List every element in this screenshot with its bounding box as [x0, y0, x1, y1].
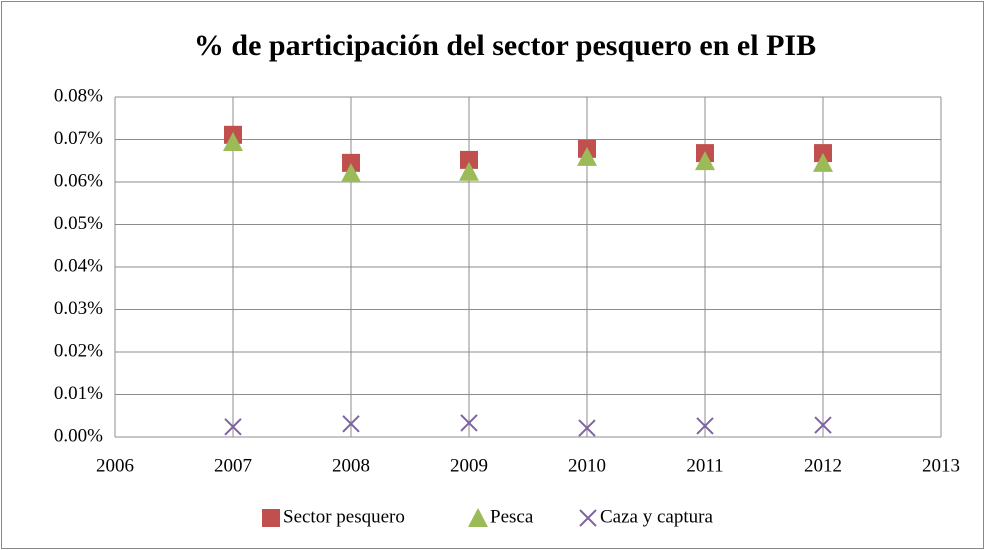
legend-marker: [262, 509, 280, 527]
data-point: [813, 152, 833, 172]
y-tick-label: 0.02%: [54, 340, 103, 361]
x-tick-label: 2007: [214, 455, 252, 476]
y-tick-label: 0.00%: [54, 425, 103, 446]
y-tick-label: 0.03%: [54, 298, 103, 319]
data-point: [460, 150, 478, 169]
x-tick-label: 2010: [568, 455, 606, 476]
y-tick-label: 0.04%: [54, 255, 103, 276]
x-tick-label: 2011: [686, 455, 723, 476]
legend-label: Caza y captura: [600, 506, 713, 527]
data-point: [224, 418, 242, 436]
legend-label: Pesca: [490, 506, 534, 527]
legend-marker: [468, 508, 488, 527]
y-tick-label: 0.01%: [54, 383, 103, 404]
data-point: [341, 163, 361, 183]
data-point: [460, 414, 478, 432]
legend-marker: [579, 509, 597, 527]
y-tick-label: 0.08%: [54, 85, 103, 106]
data-point: [577, 146, 597, 166]
data-point: [342, 153, 360, 172]
data-point: [696, 417, 714, 435]
y-tick-label: 0.07%: [54, 128, 103, 149]
data-point: [459, 161, 479, 181]
data-point: [342, 415, 360, 433]
chart-title: % de participación del sector pesquero e…: [194, 29, 816, 62]
data-point: [223, 132, 243, 152]
legend-label: Sector pesquero: [283, 506, 405, 527]
x-tick-label: 2008: [332, 455, 370, 476]
x-tick-label: 2006: [96, 455, 134, 476]
data-point: [578, 419, 596, 437]
y-tick-label: 0.05%: [54, 213, 103, 234]
x-tick-label: 2012: [804, 455, 842, 476]
y-tick-label: 0.06%: [54, 170, 103, 191]
data-point: [695, 151, 715, 171]
x-tick-label: 2009: [450, 455, 488, 476]
data-point: [814, 416, 832, 434]
x-tick-label: 2013: [922, 455, 960, 476]
